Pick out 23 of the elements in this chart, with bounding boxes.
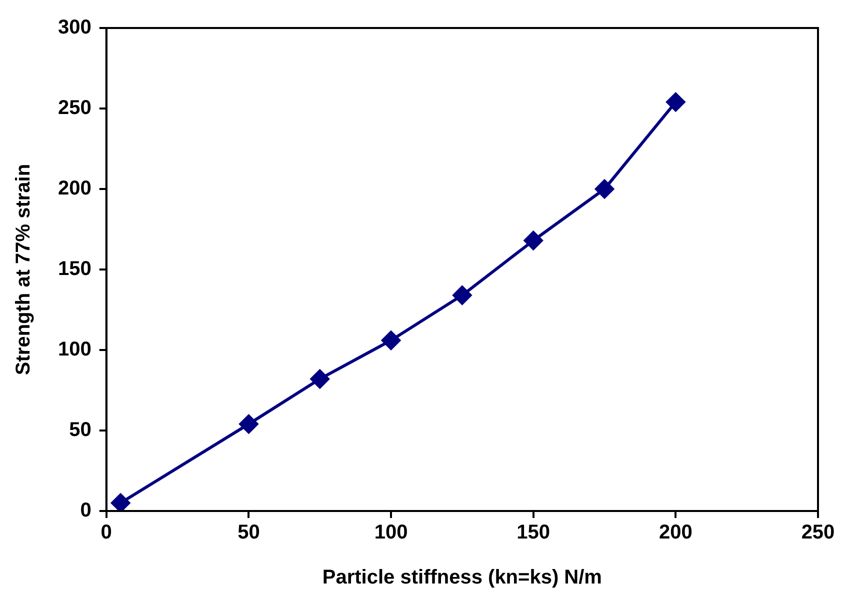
x-tick-label: 50	[238, 522, 260, 544]
point	[524, 231, 543, 250]
point	[666, 92, 686, 112]
point	[111, 493, 130, 511]
y-tick-label: 0	[80, 500, 92, 522]
point	[595, 180, 614, 198]
y-tick-label: 150	[58, 258, 92, 280]
y-tick-label: 50	[69, 419, 92, 442]
y-tick-label: 250	[58, 97, 92, 120]
y-tick-label: 300	[58, 16, 92, 39]
x-tick-label: 150	[516, 522, 550, 544]
point	[382, 330, 401, 350]
y-tick-label: 100	[58, 338, 92, 361]
y-axis-title: Strength at 77% strain	[12, 164, 35, 376]
point	[310, 369, 330, 388]
point	[239, 414, 258, 434]
y-tick-label: 200	[58, 178, 92, 200]
x-tick-label: 0	[100, 522, 112, 544]
point	[452, 286, 472, 305]
x-tick-label: 100	[374, 522, 408, 544]
x-tick-label: 250	[801, 522, 835, 544]
x-axis-title: Particle stiffness (kn=ks) N/m	[322, 566, 602, 589]
x-tick-label: 200	[658, 522, 692, 544]
